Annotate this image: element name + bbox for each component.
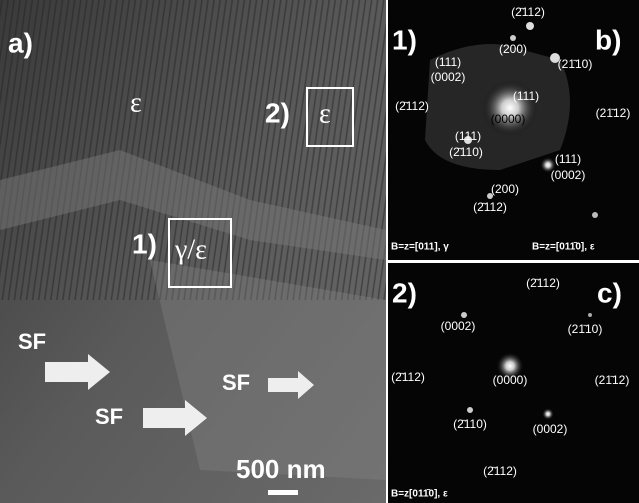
- phase-label: ε: [130, 87, 142, 118]
- spot: [510, 35, 516, 41]
- spot-label: (0000): [491, 112, 526, 126]
- spot-label: (0002): [431, 70, 466, 84]
- spot-label: (2̄110): [449, 145, 483, 159]
- spot: [461, 312, 467, 318]
- panel-b: 1) b) (2̄112) (200) (111) (0002) (21̄10)…: [388, 0, 639, 260]
- spot-label: (200): [491, 182, 519, 196]
- panel-c: 2) c) (2̄112) (0002) (21̄10) (2̄112) (00…: [388, 263, 639, 503]
- spot-label: (2̄112): [391, 370, 425, 384]
- panel-label: a): [8, 27, 33, 58]
- panel-a: a) ε 2) ε 1) γ/ε SF SF SF 500 nm: [0, 0, 386, 503]
- spot-label: (111): [513, 89, 539, 103]
- zone-axis: B=z=[011̄0], ε: [532, 242, 595, 253]
- spot-label: (0002): [551, 168, 586, 182]
- figure: a) ε 2) ε 1) γ/ε SF SF SF 500 nm 1) b) (…: [0, 0, 639, 503]
- sf-label: SF: [18, 329, 46, 354]
- region-number: 2): [265, 97, 290, 128]
- spot-label: (21̄12): [595, 373, 630, 387]
- region-phase: ε: [319, 98, 331, 129]
- spot: [592, 212, 598, 218]
- spot-label: (111): [455, 129, 481, 143]
- spot-label: (0002): [533, 422, 568, 436]
- scale-bar-label: 500 nm: [236, 454, 326, 484]
- spot: [588, 313, 592, 317]
- spot-label: (111): [435, 55, 461, 69]
- spot-label: (0002): [441, 319, 476, 333]
- zone-axis: B=z=[011], γ: [391, 242, 449, 253]
- spot-label: (21̄10): [558, 57, 593, 71]
- spot-label: (2̄112): [526, 276, 560, 290]
- spot-label: (2̄112): [511, 5, 545, 19]
- sf-label: SF: [95, 404, 123, 429]
- zone-axis: B=z[011̄0], ε: [391, 489, 448, 500]
- spot-label: (21̄12): [596, 106, 631, 120]
- spot-label: (21̄10): [568, 322, 603, 336]
- scale-bar: [268, 490, 298, 495]
- spot-label: (2̄112): [483, 464, 517, 478]
- panel-label: c): [597, 277, 622, 308]
- spot-label: (2̄112): [473, 200, 507, 214]
- spot-label: (2̄110): [453, 417, 487, 431]
- panel-number: 1): [392, 24, 417, 55]
- region-phase: γ/ε: [174, 234, 207, 265]
- spot: [542, 408, 554, 420]
- spot: [467, 407, 473, 413]
- panel-label: b): [595, 24, 621, 55]
- spot-label: (2̄112): [395, 99, 429, 113]
- spot-label: (200): [499, 42, 527, 56]
- region-number: 1): [132, 228, 157, 259]
- spot-label: (0000): [493, 373, 528, 387]
- spot: [526, 22, 534, 30]
- panel-number: 2): [392, 277, 417, 308]
- sf-label: SF: [222, 370, 250, 395]
- spot-label: (111): [555, 152, 581, 166]
